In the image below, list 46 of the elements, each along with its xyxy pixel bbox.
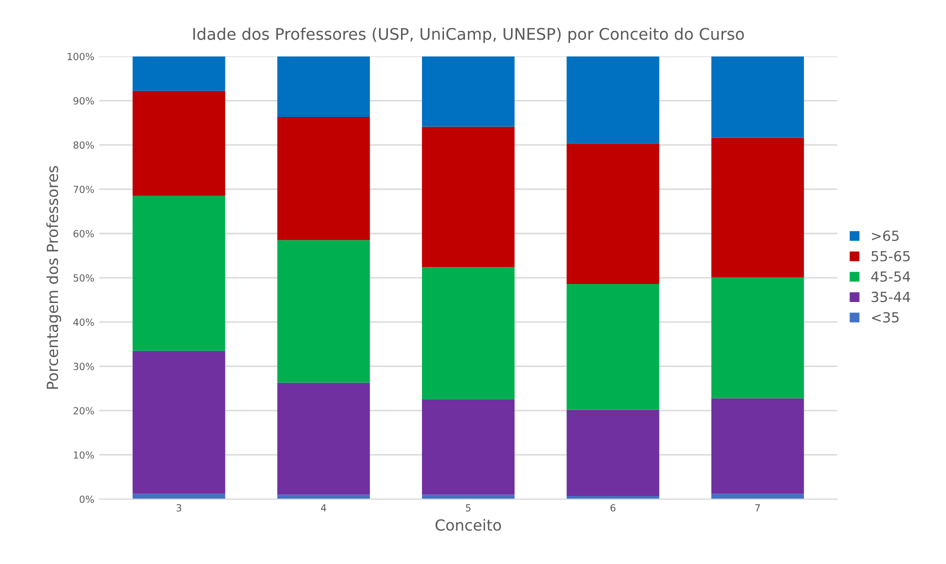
bar [711,277,804,398]
bar [711,138,804,278]
bar [422,56,515,127]
legend-label: 35-44 [872,292,910,302]
bar [277,56,370,118]
y-tick-label: 20% [74,407,94,414]
legend-label: >65 [872,230,899,242]
bar [566,144,660,284]
bar [711,398,804,494]
bar [132,196,226,351]
bar [132,56,226,91]
y-tick-label: 80% [74,141,94,149]
legend-label: <35 [872,312,899,323]
bar [566,56,660,144]
y-tick-label: 70% [74,186,94,194]
bar [277,117,370,240]
bar [566,410,660,496]
y-axis-title: Porcentagem dos Professores [46,166,62,389]
y-tick-label: 90% [73,97,94,105]
y-tick-label: 10% [74,451,94,459]
y-tick-label: 0% [80,496,94,503]
bar [422,494,515,500]
bar [422,399,515,495]
y-tick-label: 40% [73,318,94,326]
x-tick-label: 7 [755,504,760,512]
x-tick-label: 6 [610,504,616,512]
bar [277,382,370,495]
y-tick-label: 100% [68,52,94,60]
bar [132,90,226,196]
x-tick-label: 3 [176,504,182,512]
y-tick-label: 50% [74,274,94,282]
bar [277,240,370,383]
bar [422,126,515,268]
legend-label: 55-65 [872,250,910,262]
x-tick-label: 5 [466,504,471,512]
y-tick-label: 30% [74,362,94,370]
bar [566,284,660,410]
chart-title: Idade dos Professores (USP, UniCamp, UNESP) por Conceito do Curso [193,28,744,44]
bar [277,494,370,500]
x-axis-title: Conceito [436,518,501,531]
y-tick-label: 60% [74,230,94,238]
bar [132,350,226,494]
legend-label: 45-54 [871,271,910,282]
x-tick-label: 4 [320,504,326,512]
bar [711,56,804,138]
bar [422,267,515,400]
